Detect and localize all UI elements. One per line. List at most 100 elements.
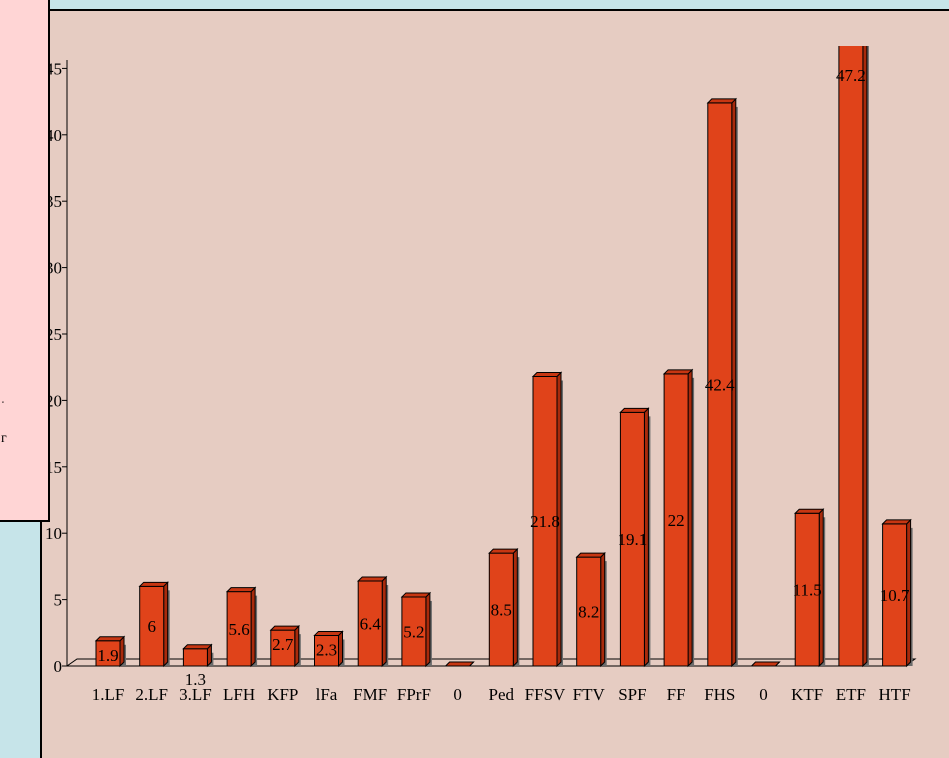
side-panel: ˑ г: [0, 0, 50, 522]
bar-front: [882, 523, 908, 667]
bar-front: [270, 629, 296, 667]
bar-side: [119, 635, 125, 668]
data-label: 2.7: [272, 635, 294, 654]
y-tick-label: 5: [54, 591, 63, 610]
bar-side: [687, 368, 693, 668]
x-tick-label: KFP: [267, 685, 298, 704]
bar-side: [381, 575, 387, 668]
bar-top: [182, 644, 213, 650]
bar-top: [269, 625, 301, 631]
x-tick-label: FHS: [704, 685, 735, 704]
bar: [400, 591, 432, 668]
bar: [662, 368, 695, 668]
bar-side: [425, 591, 431, 668]
x-tick-label: 3.LF: [179, 685, 212, 704]
x-tick-label: FFSV: [525, 685, 566, 704]
x-tick-label: LFH: [223, 685, 255, 704]
bar: [488, 547, 520, 668]
data-label: 42.4: [705, 375, 735, 394]
data-label: 10.7: [880, 586, 910, 605]
bar-top: [881, 519, 912, 525]
bar: [269, 624, 301, 668]
bar-side: [338, 630, 343, 668]
data-label: 11.5: [793, 581, 822, 600]
x-tick-label: 0: [759, 685, 768, 704]
side-panel-glyph-1: ˑ: [1, 397, 5, 412]
bar-side: [862, 46, 868, 668]
bar-top: [575, 552, 606, 558]
bar-front: [182, 648, 208, 667]
bar-side: [512, 547, 518, 668]
x-tick-label: Ped: [489, 685, 515, 704]
bar-top: [750, 661, 781, 667]
data-label: 19.1: [618, 530, 648, 549]
bar-front: [663, 373, 689, 667]
x-tick-label: FTV: [573, 685, 606, 704]
bar: [531, 371, 563, 668]
data-label: 47.2: [836, 66, 866, 85]
data-label: 1.3: [185, 670, 206, 689]
bar-top: [225, 587, 257, 593]
bar-top: [531, 371, 563, 377]
data-label: 21.8: [530, 512, 560, 531]
x-tick-label: KTF: [791, 685, 823, 704]
data-label: 6: [147, 617, 156, 636]
x-tick-label: 1.LF: [92, 685, 125, 704]
bar: [356, 575, 389, 668]
x-tick-label: HTF: [879, 685, 911, 704]
bar-top: [444, 661, 475, 667]
bar-top: [662, 369, 694, 375]
data-label: 5.6: [228, 620, 249, 639]
bar-top: [619, 407, 650, 413]
bar-front: [532, 375, 558, 667]
data-label: 2.3: [316, 640, 337, 659]
bar: [575, 551, 607, 668]
y-tick-label: 0: [54, 657, 63, 676]
bar: [138, 581, 170, 668]
bar-top: [488, 548, 519, 554]
bar-front: [401, 596, 427, 667]
x-tick-label: lFa: [316, 685, 338, 704]
bar-top: [400, 592, 432, 598]
bar-front: [95, 640, 121, 667]
bar-front: [139, 585, 165, 667]
x-tick-label: FMF: [353, 685, 387, 704]
bar-front: [838, 46, 864, 667]
bar: [750, 661, 781, 667]
x-tick-label: FPrF: [397, 685, 431, 704]
bar-top: [706, 98, 738, 104]
bar-top: [138, 581, 169, 587]
bar-top: [356, 576, 388, 582]
data-label: 6.4: [360, 615, 382, 634]
bar-front: [794, 512, 820, 667]
bars-group: [94, 35, 913, 668]
data-label: 8.5: [491, 601, 512, 620]
data-label: 8.2: [578, 603, 599, 622]
data-label: 5.2: [403, 622, 424, 641]
bar-side: [600, 551, 606, 668]
bar-top: [839, 35, 867, 39]
bar: [881, 518, 913, 668]
bar-front: [707, 102, 733, 667]
bar: [838, 35, 869, 668]
bar: [793, 508, 826, 668]
bar-side: [294, 624, 300, 668]
x-tick-label: ETF: [836, 685, 866, 704]
bar-top: [313, 630, 344, 636]
bar-front: [488, 552, 514, 667]
bar: [706, 97, 738, 668]
x-tick-label: FF: [667, 685, 686, 704]
y-tick-label: 10: [45, 524, 62, 543]
bar-top: [94, 636, 126, 642]
bar-side: [163, 581, 169, 668]
bar: [182, 643, 214, 668]
bar: [619, 407, 651, 668]
bar-front: [357, 580, 383, 667]
bar: [313, 630, 345, 668]
bar-front: [226, 591, 252, 667]
side-panel-glyph-2: г: [1, 431, 7, 446]
data-label: 22: [668, 511, 685, 530]
bar-top: [793, 508, 825, 514]
bar: [225, 586, 258, 668]
